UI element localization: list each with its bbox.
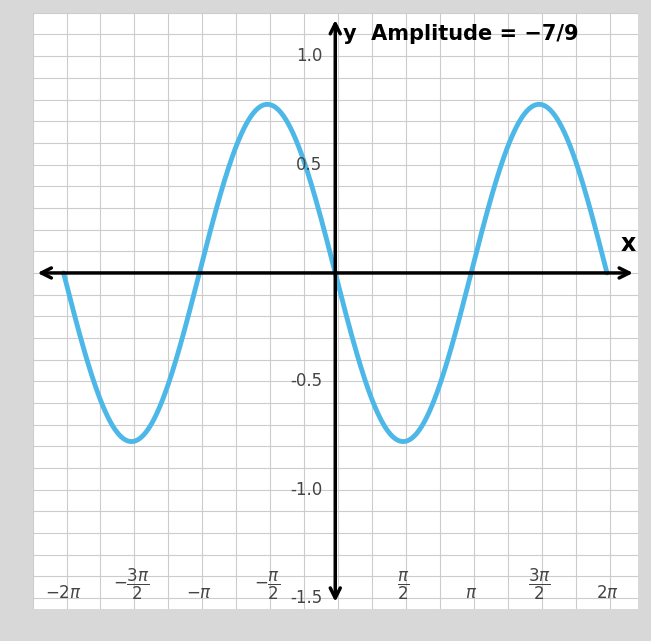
Text: -1.0: -1.0	[290, 481, 322, 499]
Text: $-2\pi$: $-2\pi$	[45, 585, 82, 603]
Text: $2\pi$: $2\pi$	[596, 585, 618, 603]
Text: $-\pi$: $-\pi$	[186, 585, 212, 603]
Text: $\dfrac{\pi}{2}$: $\dfrac{\pi}{2}$	[397, 570, 409, 603]
Text: x: x	[620, 231, 636, 256]
Text: -1.5: -1.5	[290, 589, 322, 607]
Text: 1.0: 1.0	[296, 47, 322, 65]
Text: -0.5: -0.5	[290, 372, 322, 390]
Text: $-\dfrac{\pi}{2}$: $-\dfrac{\pi}{2}$	[254, 570, 281, 603]
Text: $-\dfrac{3\pi}{2}$: $-\dfrac{3\pi}{2}$	[113, 567, 150, 603]
Text: y  Amplitude = −7/9: y Amplitude = −7/9	[343, 24, 579, 44]
Text: 0.5: 0.5	[296, 156, 322, 174]
Text: $\dfrac{3\pi}{2}$: $\dfrac{3\pi}{2}$	[528, 567, 551, 603]
Text: $\pi$: $\pi$	[465, 585, 477, 603]
